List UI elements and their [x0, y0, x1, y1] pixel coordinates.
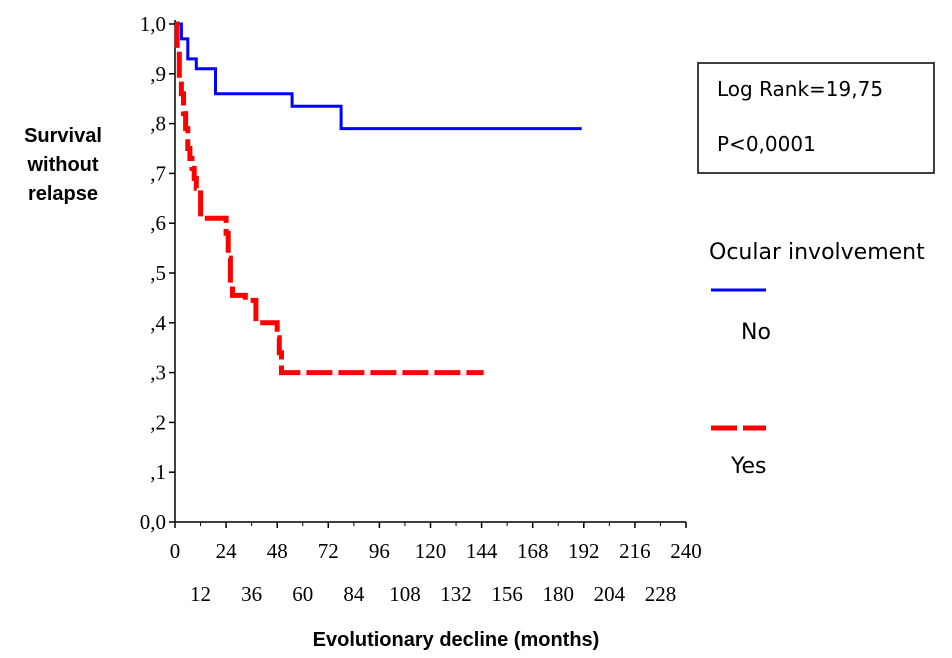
y-tick-label: ,4 [150, 311, 166, 335]
axes [174, 20, 686, 523]
y-tick-label: ,8 [150, 112, 166, 136]
x-tick-label-lower: 36 [241, 582, 262, 606]
x-tick-label-lower: 204 [594, 582, 626, 606]
x-tick-label-upper: 144 [466, 539, 498, 563]
y-tick-label: ,1 [150, 460, 166, 484]
y-axis-label: Survival without relapse [24, 125, 102, 205]
y-tick-label: ,2 [150, 410, 166, 434]
y-axis-label-line-2: without [26, 154, 98, 176]
x-tick-label-upper: 24 [216, 539, 238, 563]
x-tick-label-upper: 216 [619, 539, 651, 563]
y-tick-label: ,9 [150, 62, 166, 86]
legend-no-label: No [741, 320, 771, 345]
y-tick-label: 0,0 [140, 510, 166, 534]
x-tick-label-upper: 48 [267, 539, 288, 563]
log-rank-text: Log Rank=19,75 [717, 77, 883, 101]
x-ticks: 0 24 48 72 96 120 144 168 192 216 240 12 36 60 84 108 13… [170, 522, 702, 606]
x-tick-label-upper: 168 [517, 539, 549, 563]
y-ticks: 0,0 ,1 ,2 ,3 ,4 ,5 ,6 ,7 ,8 ,9 1,0 [140, 12, 175, 534]
x-axis-label: Evolutionary decline (months) [313, 629, 600, 651]
y-tick-label: 1,0 [140, 12, 166, 36]
x-tick-label-lower: 108 [389, 582, 421, 606]
x-tick-label-upper: 240 [670, 539, 702, 563]
stats-box-frame [697, 62, 935, 174]
y-tick-label: ,5 [150, 261, 166, 285]
x-tick-label-upper: 96 [369, 539, 390, 563]
y-tick-label: ,6 [150, 211, 166, 235]
x-tick-label-upper: 72 [318, 539, 339, 563]
x-tick-label-lower: 12 [190, 582, 211, 606]
y-axis-label-line-3: relapse [28, 183, 98, 205]
y-axis-label-line-1: Survival [24, 125, 102, 147]
y-tick-label: ,7 [150, 161, 166, 185]
x-tick-label-upper: 120 [415, 539, 447, 563]
x-tick-label-lower: 84 [343, 582, 365, 606]
x-tick-label-lower: 180 [543, 582, 575, 606]
x-tick-label-lower: 228 [645, 582, 677, 606]
x-tick-label-upper: 0 [170, 539, 181, 563]
series-layer [174, 21, 582, 376]
stats-box: Log Rank=19,75 P<0,0001 [697, 62, 935, 174]
y-tick-label: ,3 [150, 361, 166, 385]
x-tick-label-lower: 156 [491, 582, 523, 606]
series-line-no [175, 22, 582, 131]
legend-yes-label: Yes [730, 454, 767, 479]
legend: Ocular involvement No Yes [709, 240, 925, 479]
x-tick-label-upper: 192 [568, 539, 600, 563]
p-value-text: P<0,0001 [717, 132, 816, 156]
legend-title: Ocular involvement [709, 240, 925, 265]
series-line-yes [174, 21, 484, 376]
x-tick-label-lower: 60 [292, 582, 313, 606]
x-tick-label-lower: 132 [440, 582, 472, 606]
